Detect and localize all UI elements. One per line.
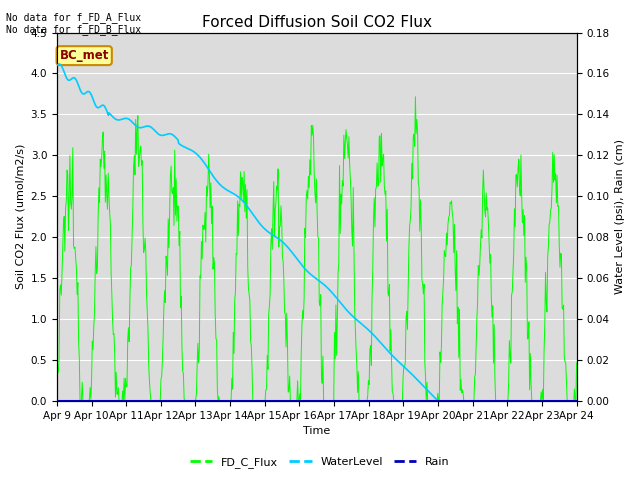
Text: No data for f_FD_A_Flux: No data for f_FD_A_Flux [6, 12, 141, 23]
Y-axis label: Water Level (psi), Rain (cm): Water Level (psi), Rain (cm) [615, 139, 625, 294]
Legend: FD_C_Flux, WaterLevel, Rain: FD_C_Flux, WaterLevel, Rain [186, 452, 454, 472]
Y-axis label: Soil CO2 Flux (umol/m2/s): Soil CO2 Flux (umol/m2/s) [15, 144, 25, 289]
X-axis label: Time: Time [303, 426, 330, 436]
Text: No data for f_FD_B_Flux: No data for f_FD_B_Flux [6, 24, 141, 35]
Text: BC_met: BC_met [60, 49, 109, 62]
Title: Forced Diffusion Soil CO2 Flux: Forced Diffusion Soil CO2 Flux [202, 15, 432, 30]
